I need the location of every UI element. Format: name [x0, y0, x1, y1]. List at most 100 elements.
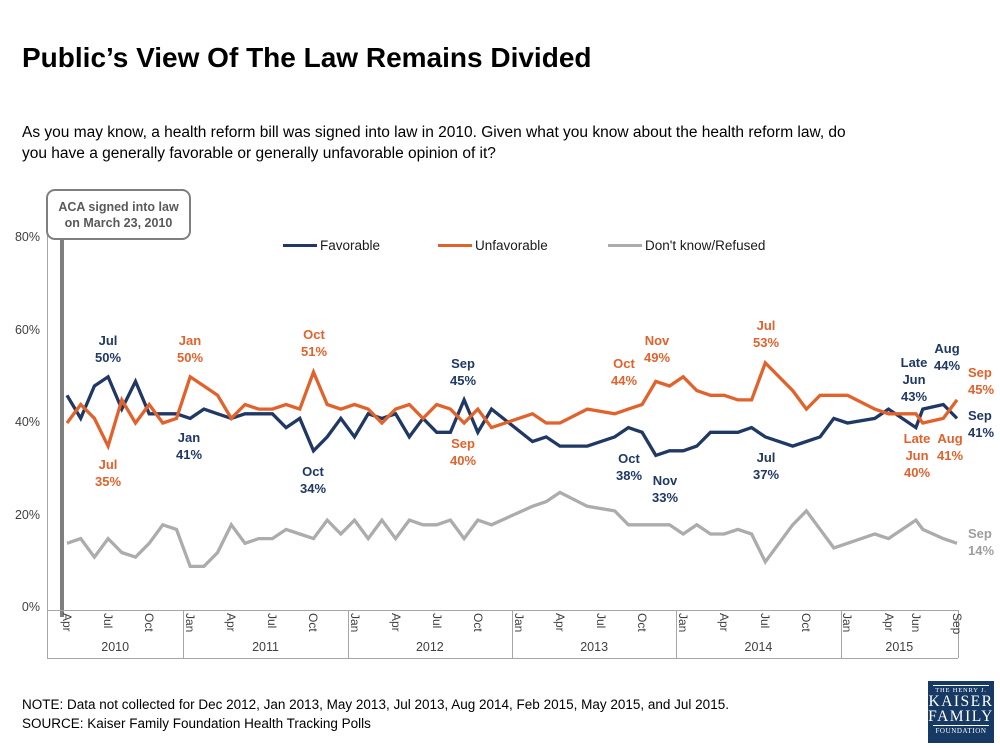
callout-line: 41%: [175, 447, 203, 462]
callout-line: 41%: [936, 448, 964, 463]
y-axis-line: [47, 225, 48, 610]
survey-question: As you may know, a health reform bill wa…: [22, 122, 972, 164]
callout-u: Sep 40%: [423, 435, 503, 469]
x-axis-year-label: 2010: [101, 640, 130, 654]
aca-annotation-line1: ACA signed into law: [58, 199, 179, 214]
y-axis-label: 60%: [14, 322, 40, 337]
x-axis-month-label: Apr: [881, 613, 896, 632]
y-axis-label: 20%: [14, 507, 40, 522]
x-axis-month-label: Jan: [183, 613, 198, 633]
x-axis-month-label: Oct: [142, 613, 157, 632]
footnote: NOTE: Data not collected for Dec 2012, J…: [22, 696, 729, 733]
year-divider: [840, 610, 842, 658]
callout-line: Oct: [302, 464, 324, 479]
year-divider: [512, 610, 513, 658]
x-axis-month-label: Sep: [950, 613, 964, 635]
callout-line: Sep: [968, 365, 992, 380]
callout-f: Jan 41%: [149, 429, 229, 463]
page-title: Public’s View Of The Law Remains Divided: [22, 42, 592, 73]
year-divider: [47, 610, 48, 658]
legend-label-u: Unfavorable: [475, 238, 548, 253]
x-axis-month-label: Jul: [101, 613, 116, 629]
callout-f: Jul 50%: [68, 332, 148, 366]
x-axis-month-label: Jan: [840, 613, 855, 633]
callout-line: Nov: [644, 333, 670, 348]
x-axis-bottom-line: [47, 658, 958, 659]
callout-line: Jul: [756, 318, 776, 333]
callout-line: 49%: [643, 350, 671, 365]
logo-line4: FOUNDATION: [935, 727, 987, 735]
x-axis-month-label: Jul: [429, 613, 444, 629]
callout-line: Sep: [451, 436, 475, 451]
aca-annotation: ACA signed into law on March 23, 2010: [46, 189, 191, 240]
x-axis-month-label: Oct: [306, 613, 321, 632]
don-t-know-refused-line: [66, 490, 958, 569]
x-axis-month-label: Jan: [511, 613, 526, 633]
logo-line1: THE HENRY J.: [935, 687, 987, 694]
x-axis-month-label: Apr: [388, 613, 403, 632]
legend-label-d: Don't know/Refused: [645, 238, 766, 253]
callout-line: Jul: [98, 333, 118, 348]
callout-line: Jan: [177, 430, 201, 445]
year-divider: [183, 610, 185, 658]
x-axis-month-label: Jul: [265, 613, 280, 629]
callout-line: 45%: [449, 373, 477, 388]
callout-u: Oct 51%: [274, 326, 354, 360]
legend-item-f: Favorable: [283, 238, 380, 253]
callout-line: Jul: [98, 457, 118, 472]
callout-line: 33%: [651, 490, 679, 505]
logo-rule-top: [933, 685, 989, 686]
x-axis-month-label: Oct: [799, 613, 814, 632]
callout-line: 35%: [94, 474, 122, 489]
callout-line: Nov: [652, 473, 678, 488]
x-axis-month-label: Jul: [594, 613, 608, 629]
kff-logo: THE HENRY J. KAISER FAMILY FOUNDATION: [928, 681, 994, 743]
y-axis-label: 0%: [21, 600, 40, 614]
year-divider: [958, 610, 959, 658]
callout-line: 37%: [752, 467, 780, 482]
callout-u: Jul 35%: [68, 456, 148, 490]
year-divider: [347, 610, 349, 658]
callout-line: Oct: [303, 327, 325, 342]
x-axis-month-label: Oct: [635, 613, 650, 632]
callout-f: Nov 33%: [625, 472, 705, 506]
callout-line: Oct: [618, 451, 640, 466]
logo-line2: KAISER: [928, 693, 994, 710]
x-axis-month-label: Apr: [717, 613, 732, 632]
callout-line: 44%: [610, 373, 638, 388]
x-axis-year-label: 2012: [415, 640, 444, 654]
x-axis-month-label: Jan: [676, 613, 691, 633]
legend-label-f: Favorable: [320, 238, 381, 253]
callout-d: Sep 14%: [968, 525, 994, 559]
callout-u: Nov 49%: [617, 332, 697, 366]
x-axis-month-label: Jun: [908, 613, 923, 633]
callout-f: Sep 41%: [968, 407, 994, 441]
x-axis-top-line: [47, 610, 958, 611]
aca-annotation-line2: on March 23, 2010: [64, 215, 173, 230]
callout-line: Sep: [968, 526, 992, 541]
callout-line: 34%: [299, 481, 327, 496]
callout-line: 40%: [449, 453, 477, 468]
callout-line: 50%: [94, 350, 122, 365]
x-axis-month-label: Jul: [758, 613, 773, 629]
year-divider: [676, 610, 678, 658]
callout-line: Sep: [968, 408, 992, 423]
x-axis-month-label: Apr: [552, 613, 567, 632]
legend-swatch-d: [608, 243, 642, 248]
callout-line: 40%: [903, 465, 931, 480]
x-axis-year-label: 2015: [885, 640, 914, 654]
callout-line: 51%: [300, 344, 328, 359]
legend-swatch-f: [283, 243, 317, 248]
callout-line: 43%: [900, 389, 928, 404]
logo-rule-bottom: [933, 725, 989, 726]
legend-item-u: Unfavorable: [438, 238, 548, 253]
legend-item-d: Don't know/Refused: [608, 238, 765, 253]
x-axis-month-label: Apr: [60, 613, 74, 632]
y-axis-label: 80%: [14, 230, 40, 244]
y-axis-label: 40%: [14, 415, 40, 429]
logo-line3: FAMILY: [928, 708, 994, 725]
x-axis-month-label: Apr: [224, 613, 239, 632]
callout-u: Sep 45%: [968, 364, 994, 398]
x-axis-year-label: 2014: [744, 640, 773, 654]
callout-line: 50%: [176, 350, 204, 365]
